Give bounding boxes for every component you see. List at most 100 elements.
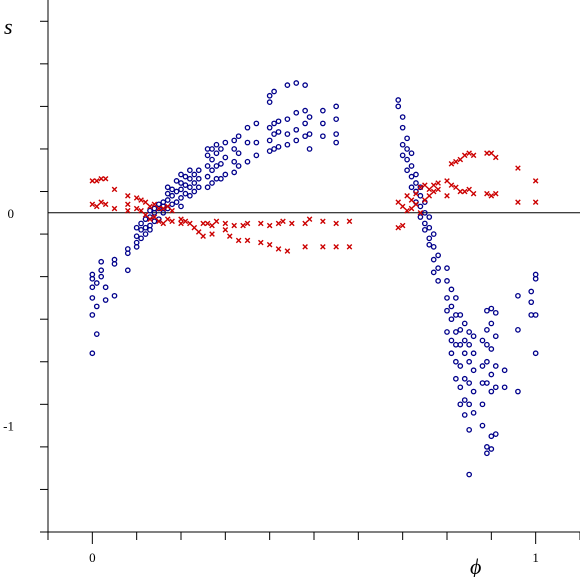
series-1-point-167 (430, 231, 437, 237)
series-1-point-205 (466, 380, 473, 386)
series-1-point-193 (457, 363, 464, 369)
series-2-point-87 (435, 180, 441, 186)
series-1-point-124 (302, 120, 308, 127)
series-1-point-163 (426, 214, 433, 220)
series-1-point-122 (293, 80, 300, 86)
series-1-point-116 (284, 131, 291, 137)
series-1-point-2 (89, 295, 96, 301)
series-2-point-55 (275, 246, 282, 252)
series-1-point-99 (244, 124, 251, 131)
series-1-point-86 (218, 146, 224, 152)
series-2-point-48 (240, 222, 246, 229)
series-1-point-9 (98, 273, 105, 280)
series-2-point-43 (222, 227, 229, 233)
series-2-point-42 (213, 218, 220, 225)
series-2-point-7 (102, 201, 109, 208)
series-1-point-78 (209, 156, 215, 163)
series-1-point-212 (470, 388, 477, 395)
series-1-point-204 (466, 358, 473, 365)
series-1-point-132 (320, 107, 326, 114)
series-2-point-83 (426, 186, 433, 193)
series-2-point-28 (164, 216, 171, 222)
series-1-point-49 (169, 186, 175, 193)
series-1-point-172 (435, 265, 441, 271)
series-1-point-245 (528, 299, 535, 306)
series-1-point-97 (244, 158, 251, 165)
series-2-point-81 (422, 182, 428, 188)
series-2-point-93 (453, 158, 459, 165)
series-2-point-82 (422, 197, 428, 203)
series-1-point-230 (488, 388, 495, 395)
series-1-point-120 (293, 126, 300, 133)
series-1-point-111 (271, 88, 277, 95)
series-2-point-61 (302, 220, 308, 227)
series-1-point-100 (253, 152, 260, 159)
series-1-point-92 (231, 146, 238, 152)
series-1-point-6 (93, 331, 100, 337)
series-2-point-17 (142, 199, 149, 205)
series-1-point-24 (138, 226, 144, 233)
series-1-point-13 (102, 284, 109, 291)
x-tick-label-0: 0 (89, 550, 96, 565)
series-1-point-150 (408, 184, 415, 191)
series-2-point-24 (156, 218, 162, 225)
series-1-point-152 (413, 180, 419, 186)
series-2-point-95 (457, 156, 464, 163)
series-1-point-109 (271, 131, 277, 137)
series-1-point-191 (457, 326, 464, 333)
series-1-point-228 (488, 346, 495, 352)
series-2-point-38 (200, 233, 206, 240)
series-2-point-106 (488, 192, 495, 199)
series-2-point-112 (532, 199, 539, 205)
y-tick-label-0: 0 (8, 206, 15, 221)
series-1-point-0 (89, 350, 96, 357)
series-1-point-19 (124, 246, 131, 252)
series-1-point-96 (235, 133, 242, 140)
series-1-point-137 (395, 97, 402, 103)
series-1-point-210 (470, 350, 477, 357)
series-1-point-194 (457, 384, 464, 391)
series-2-point-2 (93, 178, 100, 184)
series-1-point-25 (138, 235, 144, 242)
series-1-point-166 (426, 241, 433, 248)
series-2-point-72 (399, 222, 406, 229)
series-1-point-173 (435, 278, 441, 284)
series-1-point-70 (195, 167, 202, 174)
series-1-point-33 (147, 226, 153, 233)
series-1-point-192 (457, 341, 464, 348)
series-1-point-80 (213, 175, 220, 182)
series-2-point-51 (258, 239, 264, 246)
series-1-point-40 (160, 209, 167, 216)
ticks (40, 20, 580, 544)
series-2-point-8 (111, 186, 118, 193)
series-1-point-216 (479, 380, 486, 386)
series-2-point-18 (142, 212, 149, 218)
series-1-point-62 (187, 184, 193, 191)
series-1-point-52 (173, 178, 180, 184)
series-2-point-75 (408, 197, 415, 203)
series-1-point-55 (178, 180, 184, 186)
series-2-point-10 (125, 192, 131, 199)
series-2-point-71 (399, 203, 406, 210)
series-2-point-101 (470, 152, 477, 159)
series-2-point-1 (89, 201, 96, 208)
series-1-point-77 (209, 167, 215, 174)
series-1-point-95 (235, 150, 242, 157)
series-1-point-17 (124, 267, 131, 274)
series-2-point-15 (138, 197, 144, 203)
series-1-point-66 (191, 180, 198, 186)
series-1-point-168 (430, 243, 437, 250)
series-1-point-214 (479, 337, 486, 344)
series-2-point-27 (164, 203, 171, 210)
series-1-point-127 (306, 146, 313, 152)
series-2-point-44 (222, 220, 229, 227)
series-1-point-54 (178, 186, 184, 193)
series-1-point-164 (426, 224, 433, 231)
series-1-point-114 (275, 118, 282, 125)
series-1-point-213 (470, 409, 477, 416)
series-1-point-121 (293, 109, 300, 116)
series-2-point-20 (147, 216, 153, 222)
series-1-point-126 (302, 82, 308, 88)
series-1-point-119 (293, 137, 300, 144)
series-2-point-57 (280, 218, 286, 225)
